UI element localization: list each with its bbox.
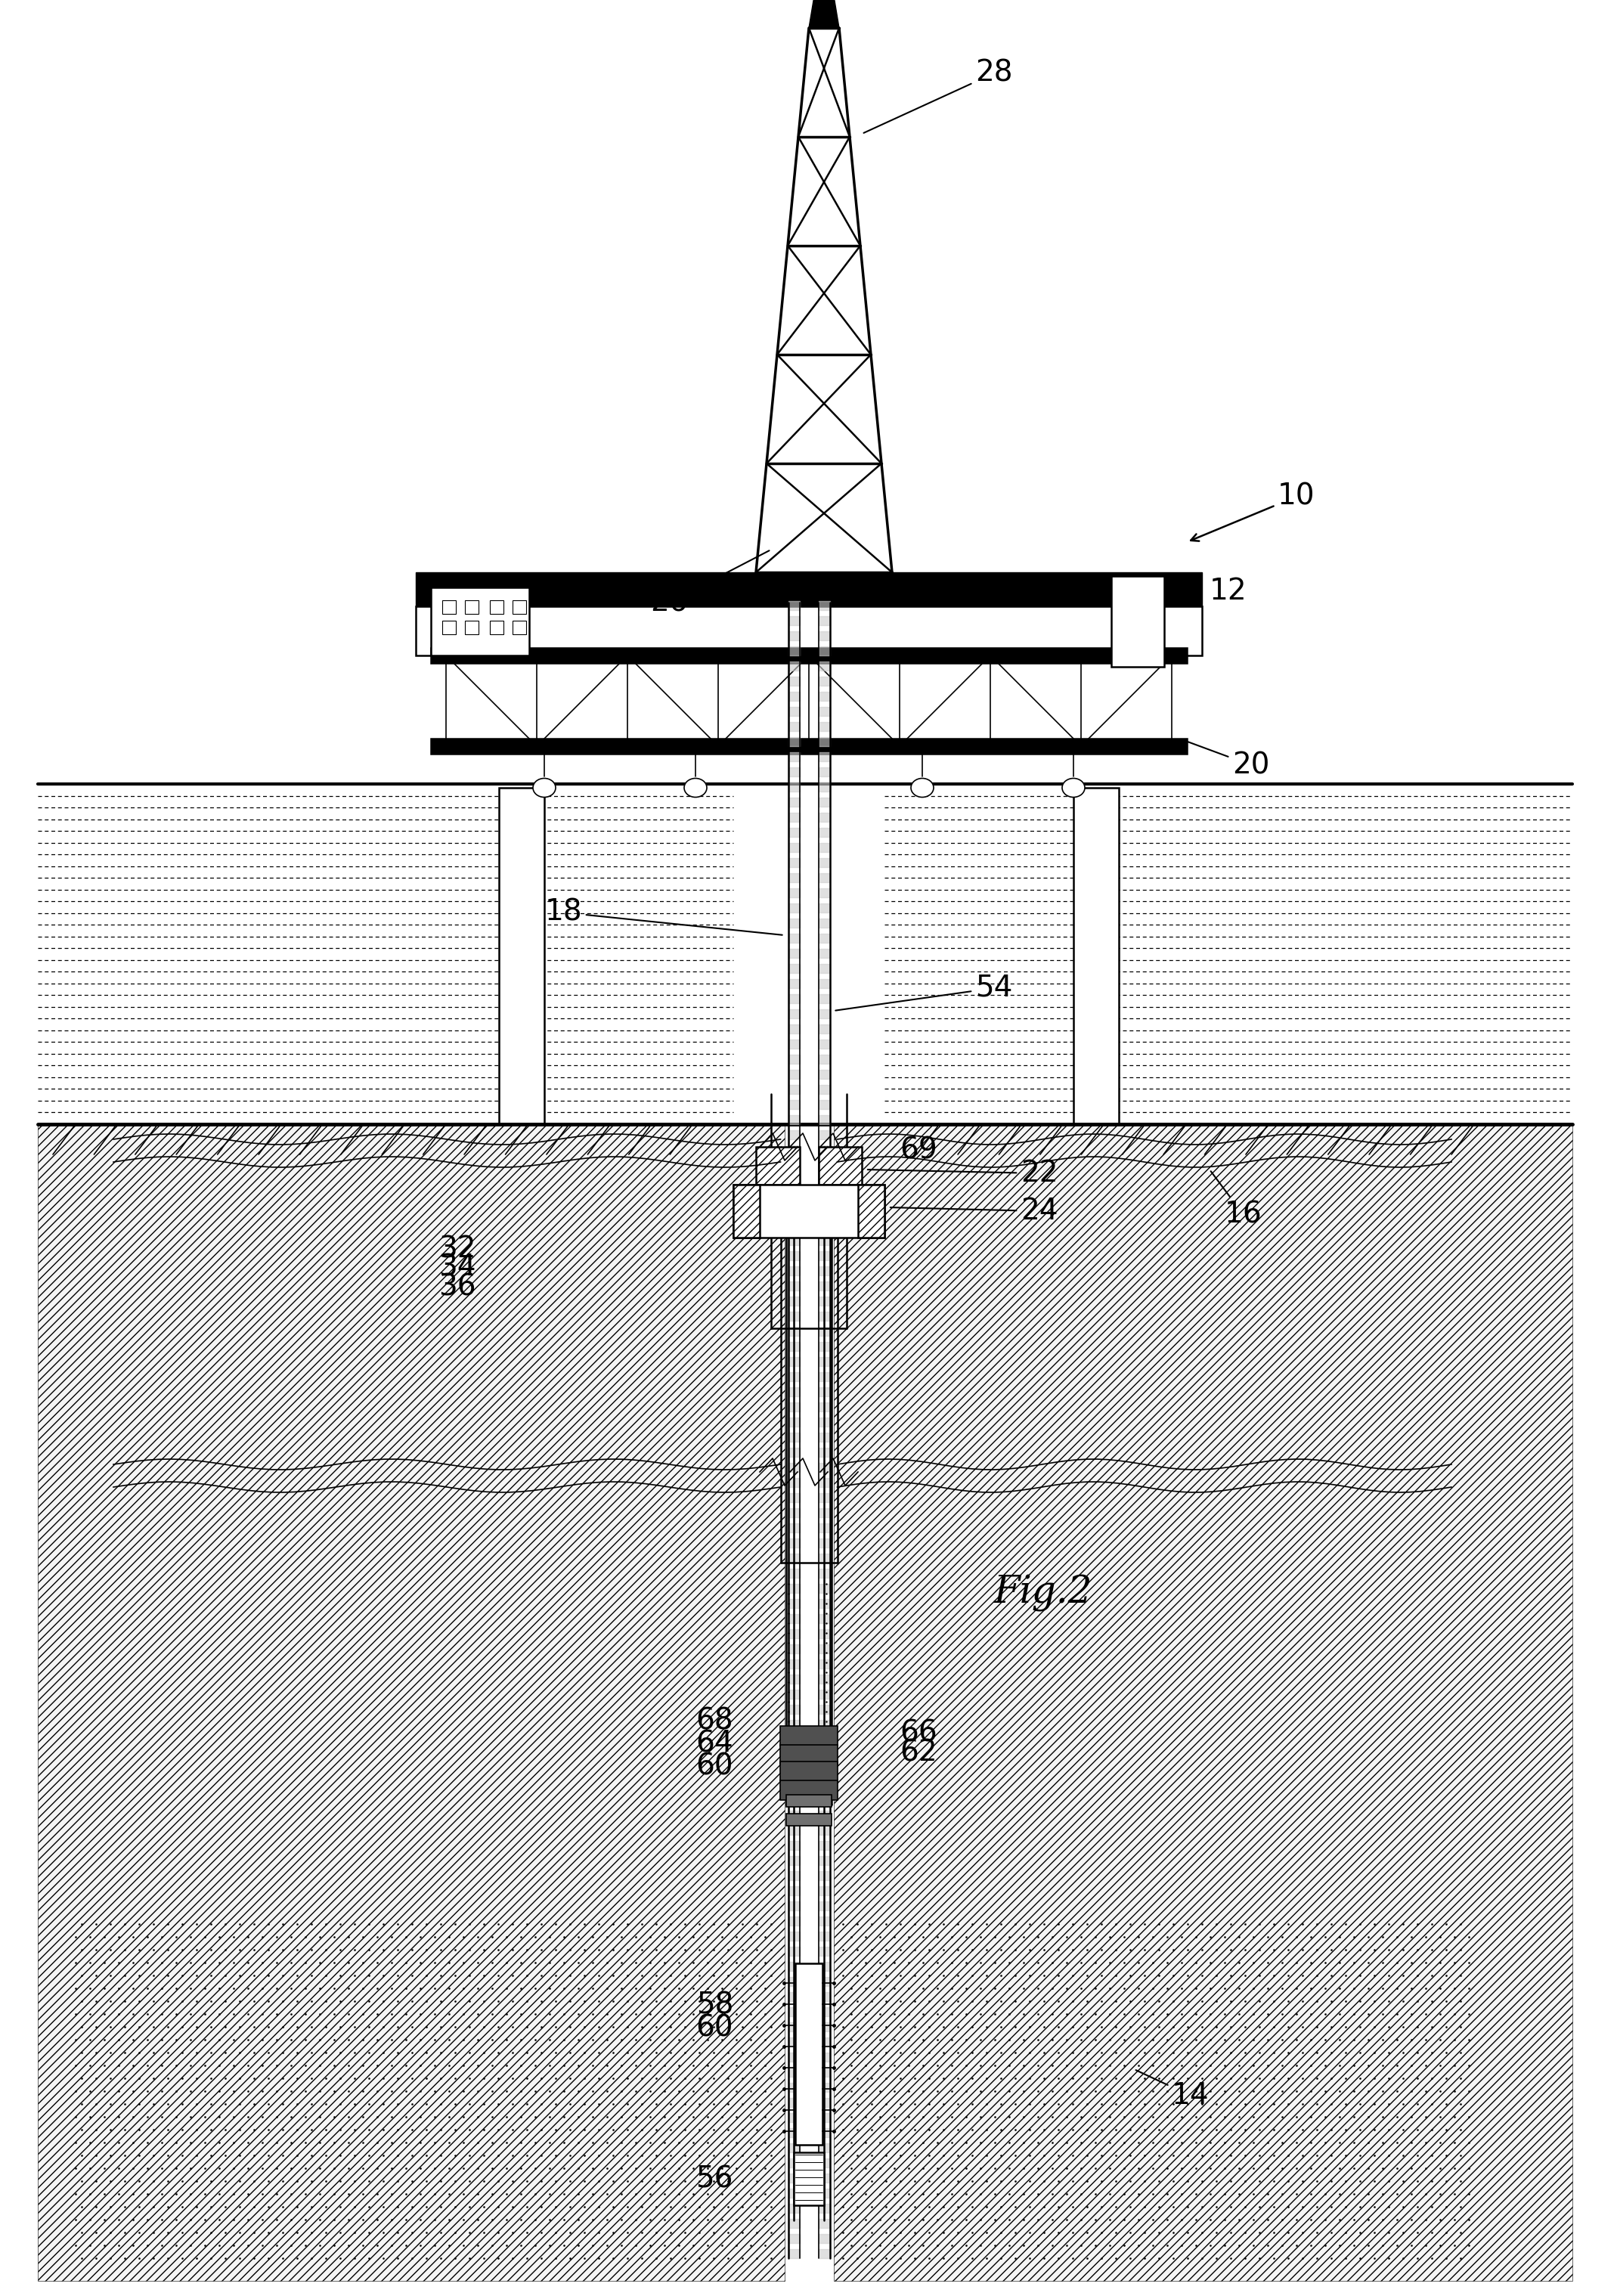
Bar — [441, 599, 456, 613]
Bar — [733, 1185, 884, 1238]
Text: 56: 56 — [695, 2165, 733, 2193]
Bar — [779, 1727, 838, 1745]
Bar — [513, 599, 526, 613]
Bar — [779, 1745, 838, 1766]
Text: 69: 69 — [899, 1137, 938, 1164]
Text: 36: 36 — [438, 1272, 477, 1302]
Ellipse shape — [534, 778, 556, 797]
Polygon shape — [808, 0, 839, 28]
Bar — [796, 1963, 823, 2144]
Bar — [466, 599, 479, 613]
Bar — [779, 1779, 838, 1800]
Ellipse shape — [1062, 778, 1085, 797]
Bar — [430, 588, 529, 654]
Text: 22: 22 — [868, 1159, 1058, 1187]
Ellipse shape — [910, 778, 933, 797]
Bar — [1074, 788, 1119, 1125]
Text: 10: 10 — [1190, 482, 1315, 542]
Bar — [757, 1148, 799, 1185]
Text: 64: 64 — [695, 1729, 733, 1759]
Bar — [1111, 576, 1164, 666]
Bar — [37, 1125, 784, 2280]
Text: 28: 28 — [863, 60, 1012, 133]
Text: Fig.2: Fig.2 — [994, 1575, 1093, 1612]
Text: 66: 66 — [899, 1717, 938, 1747]
Text: 16: 16 — [1211, 1171, 1263, 1228]
Bar — [833, 1125, 1572, 2280]
Text: 62: 62 — [899, 1738, 938, 1768]
Bar — [500, 788, 545, 1125]
Ellipse shape — [684, 778, 707, 797]
Bar — [441, 620, 456, 634]
Text: 60: 60 — [695, 1752, 733, 1782]
Bar — [733, 1185, 760, 1238]
Text: 60: 60 — [695, 2014, 733, 2041]
Bar — [818, 1148, 862, 1185]
Text: 14: 14 — [1135, 2071, 1210, 2110]
Text: 54: 54 — [836, 974, 1012, 1010]
Text: 32: 32 — [438, 1235, 477, 1263]
Text: 26: 26 — [650, 551, 770, 618]
Bar — [416, 606, 1201, 654]
Text: 58: 58 — [695, 1991, 733, 2018]
Bar — [430, 647, 1187, 664]
Bar — [859, 1185, 884, 1238]
Bar — [490, 599, 503, 613]
Bar — [794, 2151, 825, 2204]
Text: 68: 68 — [695, 1706, 733, 1736]
Bar — [430, 739, 1187, 753]
Bar — [786, 1814, 831, 1825]
Bar — [779, 1761, 838, 1782]
Bar — [490, 620, 503, 634]
Bar — [786, 1795, 831, 1807]
Text: 34: 34 — [438, 1254, 477, 1281]
Text: 12: 12 — [1210, 576, 1247, 606]
Bar — [466, 620, 479, 634]
Text: 24: 24 — [891, 1196, 1058, 1226]
Text: 18: 18 — [545, 898, 783, 934]
Bar — [513, 620, 526, 634]
Text: 20: 20 — [1182, 739, 1269, 778]
Bar — [416, 572, 1201, 606]
